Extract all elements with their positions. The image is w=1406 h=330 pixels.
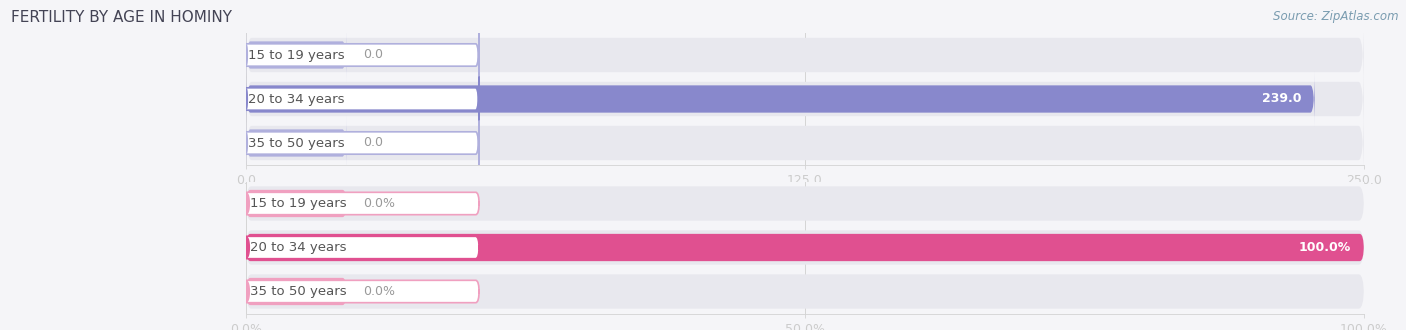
FancyBboxPatch shape [246,274,1364,309]
FancyBboxPatch shape [246,186,1364,221]
Circle shape [245,133,247,153]
Text: 20 to 34 years: 20 to 34 years [250,241,346,254]
FancyBboxPatch shape [239,77,479,121]
FancyBboxPatch shape [246,72,1315,126]
FancyBboxPatch shape [246,116,347,170]
Text: 20 to 34 years: 20 to 34 years [247,92,344,106]
Text: 0.0%: 0.0% [363,197,395,210]
Circle shape [245,193,249,214]
Text: 0.0%: 0.0% [363,285,395,298]
FancyBboxPatch shape [246,109,1364,177]
FancyBboxPatch shape [239,192,479,215]
FancyBboxPatch shape [246,28,347,82]
FancyBboxPatch shape [246,230,1364,265]
FancyBboxPatch shape [246,65,1364,133]
FancyBboxPatch shape [246,234,1364,261]
Text: 0.0: 0.0 [363,137,384,149]
FancyBboxPatch shape [239,121,479,165]
Circle shape [245,281,249,302]
FancyBboxPatch shape [239,236,479,259]
Circle shape [245,237,249,258]
Text: FERTILITY BY AGE IN HOMINY: FERTILITY BY AGE IN HOMINY [11,10,232,25]
Text: 15 to 19 years: 15 to 19 years [250,197,346,210]
Circle shape [245,89,247,109]
FancyBboxPatch shape [246,190,347,217]
Circle shape [245,45,247,65]
Text: 100.0%: 100.0% [1298,241,1350,254]
FancyBboxPatch shape [246,278,347,305]
Text: 0.0: 0.0 [363,49,384,61]
Text: 35 to 50 years: 35 to 50 years [250,285,346,298]
FancyBboxPatch shape [239,280,479,303]
Text: Source: ZipAtlas.com: Source: ZipAtlas.com [1274,10,1399,23]
FancyBboxPatch shape [246,21,1364,89]
Text: 239.0: 239.0 [1261,92,1301,106]
FancyBboxPatch shape [239,33,479,77]
Text: 35 to 50 years: 35 to 50 years [247,137,344,149]
Text: 15 to 19 years: 15 to 19 years [247,49,344,61]
